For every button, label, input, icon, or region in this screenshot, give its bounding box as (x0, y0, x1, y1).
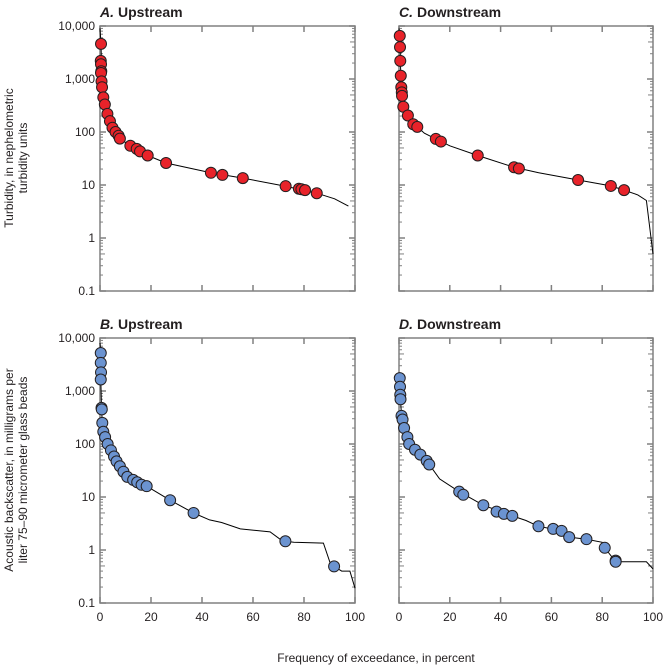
data-point (477, 499, 490, 512)
data-point (471, 149, 484, 162)
duration-curve (99, 343, 356, 589)
panel-b: B. Upstream 0 20 40 60 80 100 0.1 1 10 100 1,000 10,0… (58, 316, 365, 624)
panel-a: A. Upstream 0.1 1 10 100 1,000 10,000 (58, 4, 356, 298)
plot-frame (99, 25, 356, 292)
panel-title: A. Upstream (99, 4, 183, 20)
data-point (164, 494, 177, 507)
data-point (279, 535, 292, 548)
data-point (532, 520, 545, 533)
y-tick-label: 1 (88, 543, 95, 557)
x-tick-label: 60 (246, 610, 260, 624)
data-point (434, 135, 447, 148)
data-point (394, 393, 407, 406)
panel-title-text: Downstream (417, 4, 501, 20)
data-point (506, 509, 519, 522)
data-point (393, 29, 406, 42)
y-tick-label: 100 (75, 437, 95, 451)
y-axis-label-top-line1: Turbidity, in nephelometric (2, 88, 16, 227)
panel-letter: D. (399, 316, 413, 332)
data-point (394, 41, 407, 54)
x-tick-label: 20 (443, 610, 457, 624)
y-axis-label-top-line2: turbidity units (16, 123, 30, 194)
y-tick-label: 1,000 (65, 384, 95, 398)
data-point (204, 166, 217, 179)
plot-frame (99, 337, 356, 604)
plot-frame (398, 25, 654, 292)
panel-title-text: Upstream (118, 316, 183, 332)
duration-curve (398, 374, 654, 570)
panel-letter: A. (99, 4, 114, 20)
panel-letter: C. (399, 4, 413, 20)
y-tick-label: 10,000 (58, 331, 95, 345)
panel-title-text: Downstream (417, 316, 501, 332)
panel-c: C. Downstream (393, 4, 654, 292)
x-tick-label: 40 (494, 610, 508, 624)
x-tick-label: 80 (596, 610, 610, 624)
data-point (580, 533, 593, 546)
data-point (423, 458, 436, 471)
data-point (94, 373, 107, 386)
data-point (598, 541, 611, 554)
panel-d: D. Downstream 0 20 40 60 80 100 (393, 316, 663, 624)
data-point (394, 54, 407, 67)
x-tick-label: 20 (144, 610, 158, 624)
x-tick-label: 100 (345, 610, 365, 624)
panel-title: C. Downstream (399, 4, 501, 20)
x-tick-label: 0 (396, 610, 403, 624)
data-point (604, 179, 617, 192)
data-point (141, 149, 154, 162)
y-tick-label: 10 (82, 178, 96, 192)
y-tick-label: 1 (88, 231, 95, 245)
x-tick-label: 60 (545, 610, 559, 624)
x-tick-label: 40 (195, 610, 209, 624)
data-point (299, 184, 312, 197)
data-point (401, 109, 414, 122)
panel-letter: B. (100, 316, 114, 332)
x-tick-label: 80 (297, 610, 311, 624)
panel-title: B. Upstream (100, 316, 183, 332)
y-tick-label: 0.1 (78, 596, 95, 610)
data-point (160, 157, 173, 170)
x-tick-label: 100 (643, 610, 663, 624)
data-point (113, 132, 126, 145)
data-point (512, 162, 525, 175)
data-point (411, 120, 424, 133)
data-point (394, 69, 407, 82)
y-axis-label-bottom-line1: Acoustic backscatter, in milligrams per (2, 368, 16, 571)
data-point (96, 81, 109, 94)
data-point (95, 403, 108, 416)
data-point (396, 89, 409, 102)
x-tick-label: 0 (97, 610, 104, 624)
plot-frame (398, 337, 654, 604)
data-point (95, 37, 108, 50)
y-tick-label: 1,000 (65, 72, 95, 86)
y-tick-label: 10,000 (58, 19, 95, 33)
data-point (216, 168, 229, 181)
panel-title-text: Upstream (118, 4, 183, 20)
panel-title: D. Downstream (399, 316, 501, 332)
data-point (328, 560, 341, 573)
data-point (140, 480, 153, 493)
x-axis-label: Frequency of exceedance, in percent (277, 651, 475, 665)
data-point (187, 506, 200, 519)
data-point (572, 174, 585, 187)
y-tick-label: 0.1 (78, 284, 95, 298)
data-point (457, 488, 470, 501)
data-point (555, 524, 568, 537)
data-point (236, 172, 249, 185)
data-point (609, 555, 622, 568)
data-point (310, 187, 323, 200)
y-tick-label: 10 (82, 490, 96, 504)
data-point (618, 184, 631, 197)
y-axis-label-bottom-line2: liter 75–90 micrometer glass beads (16, 377, 30, 564)
y-tick-label: 100 (75, 125, 95, 139)
data-point (563, 531, 576, 544)
data-point (279, 180, 292, 193)
